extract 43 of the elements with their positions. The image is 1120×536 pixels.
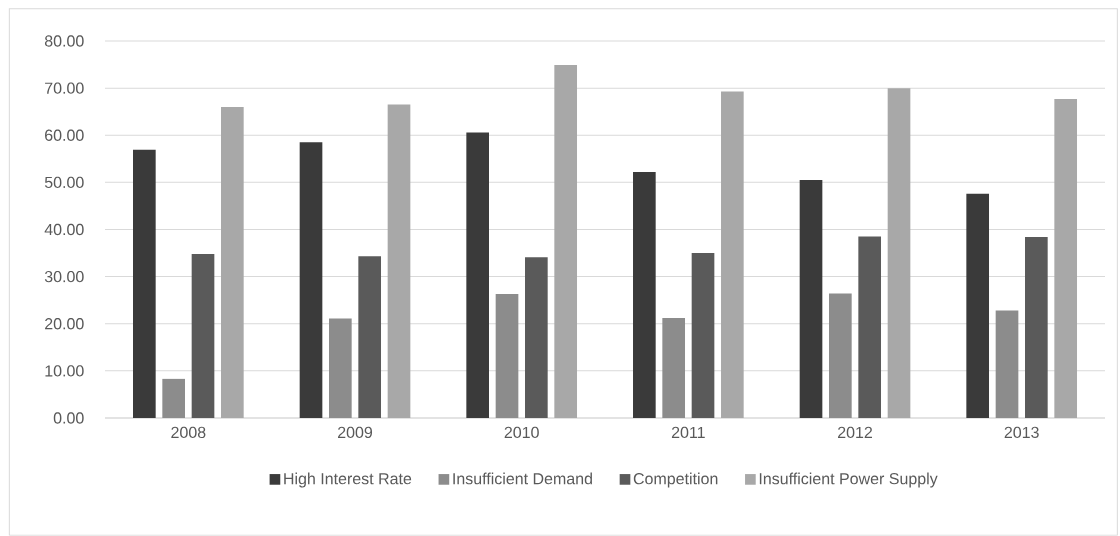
bar — [554, 65, 578, 419]
x-tick-label: 2013 — [1004, 426, 1039, 439]
bar — [191, 254, 215, 419]
y-tick-label: 60.00 — [45, 129, 84, 141]
bar — [358, 256, 382, 419]
bar — [858, 236, 882, 419]
bar — [887, 88, 911, 419]
x-tick-label: 2008 — [171, 426, 206, 439]
bar — [221, 107, 244, 419]
y-tick-label: 50.00 — [44, 176, 84, 189]
x-tick-label: 2012 — [838, 426, 872, 439]
x-tick-label: 2009 — [338, 426, 373, 439]
bar — [299, 142, 323, 419]
bar — [1054, 99, 1078, 419]
y-tick-label: 10.00 — [45, 365, 84, 377]
legend-label: Insufficient Power Supply — [759, 472, 938, 488]
x-tick-label: 2010 — [504, 426, 539, 439]
bar — [525, 257, 548, 419]
y-tick-label: 80.00 — [44, 35, 84, 47]
bar — [995, 310, 1019, 419]
bar — [162, 378, 186, 419]
y-tick-label: 70.00 — [45, 82, 84, 94]
bar — [691, 253, 715, 419]
bar — [495, 294, 519, 419]
bar — [387, 104, 411, 419]
bar — [466, 132, 490, 419]
bar — [633, 172, 656, 419]
bar — [662, 318, 686, 419]
bar — [829, 293, 852, 419]
bar — [799, 180, 823, 419]
bar — [966, 193, 990, 419]
legend-label: Competition — [633, 472, 718, 488]
y-tick-label: 40.00 — [44, 223, 84, 236]
bar — [1025, 237, 1048, 419]
legend-label: High Interest Rate — [284, 472, 412, 488]
x-tick-label: 2011 — [671, 426, 705, 439]
y-tick-label: 0.00 — [53, 412, 84, 424]
legend-label: Insufficient Demand — [453, 472, 592, 485]
bar — [721, 91, 744, 419]
y-tick-label: 30.00 — [44, 271, 84, 283]
bar — [133, 149, 156, 419]
bar — [329, 318, 352, 419]
y-tick-label: 20.00 — [45, 318, 84, 330]
